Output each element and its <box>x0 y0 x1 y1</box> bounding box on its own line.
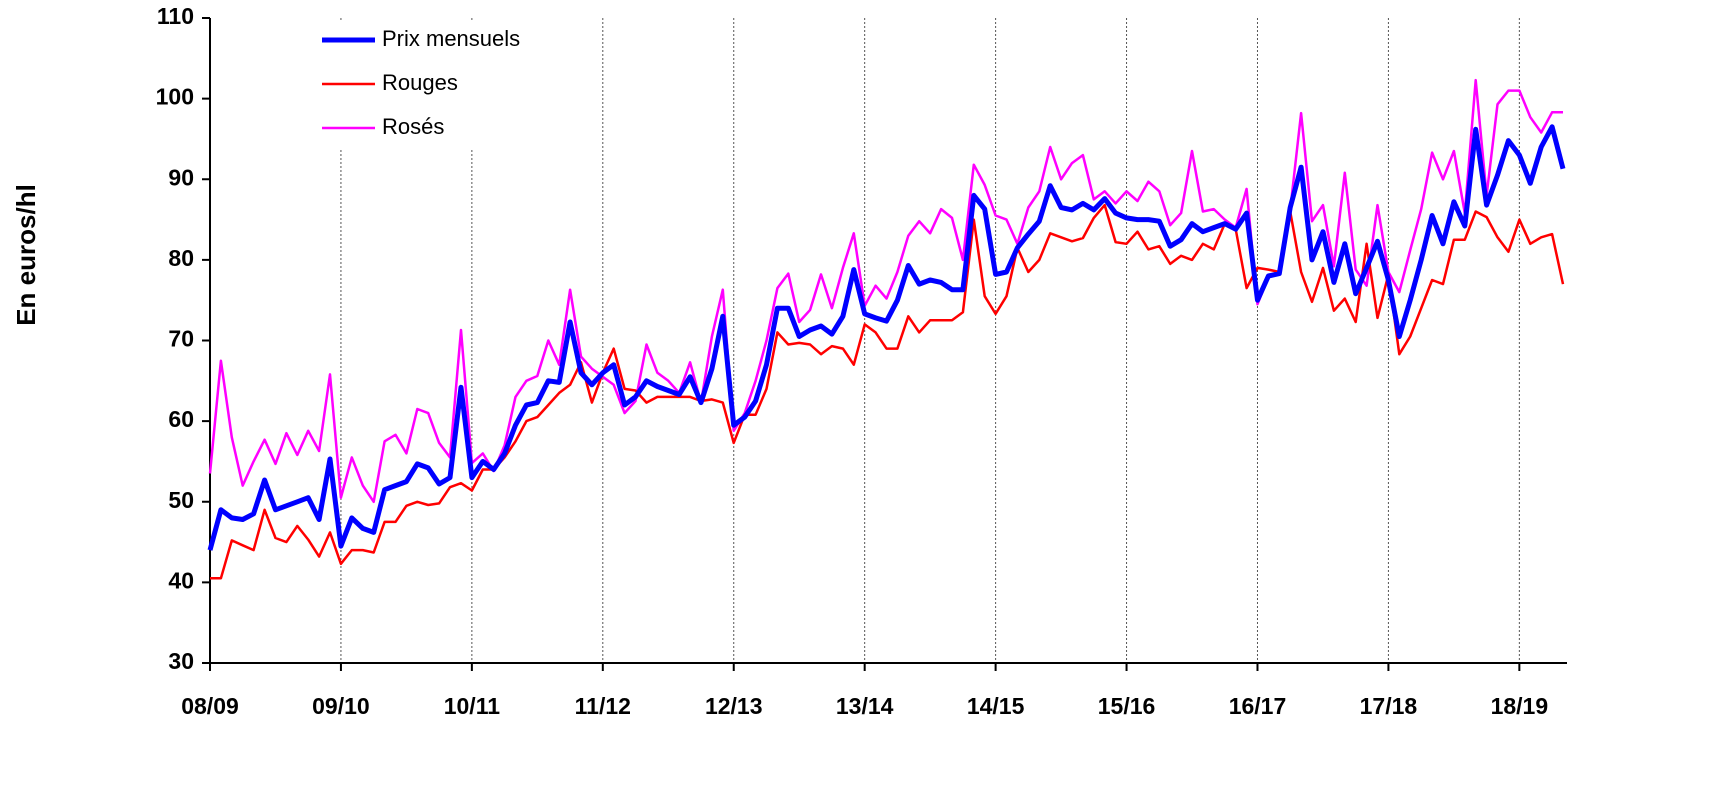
x-tick-label: 17/18 <box>1360 693 1418 719</box>
x-tick-label: 11/12 <box>575 693 631 719</box>
y-tick-label: 110 <box>157 3 194 29</box>
y-tick-label: 90 <box>168 164 194 190</box>
x-tick-label: 10/11 <box>444 693 500 719</box>
x-tick-label: 09/10 <box>312 693 370 719</box>
x-tick-label: 12/13 <box>705 693 763 719</box>
y-tick-label: 60 <box>168 406 194 432</box>
x-tick-label: 14/15 <box>967 693 1025 719</box>
x-tick-label: 13/14 <box>836 693 894 719</box>
y-tick-label: 30 <box>168 648 194 674</box>
legend-label: Rosés <box>382 114 444 139</box>
y-tick-label: 40 <box>168 567 194 593</box>
x-tick-label: 18/19 <box>1491 693 1549 719</box>
y-axis-label: En euros/hl <box>11 184 41 326</box>
series-line <box>207 124 1566 551</box>
series-line <box>208 78 1563 504</box>
legend-label: Prix mensuels <box>382 26 520 51</box>
x-tick-label: 15/16 <box>1098 693 1156 719</box>
y-tick-label: 100 <box>156 84 194 110</box>
y-tick-label: 70 <box>168 326 194 352</box>
series-line <box>210 203 1565 580</box>
legend-label: Rouges <box>382 70 458 95</box>
y-tick-label: 80 <box>168 245 194 271</box>
y-tick-label: 50 <box>168 487 194 513</box>
x-tick-label: 16/17 <box>1229 693 1287 719</box>
x-tick-label: 08/09 <box>181 693 239 719</box>
